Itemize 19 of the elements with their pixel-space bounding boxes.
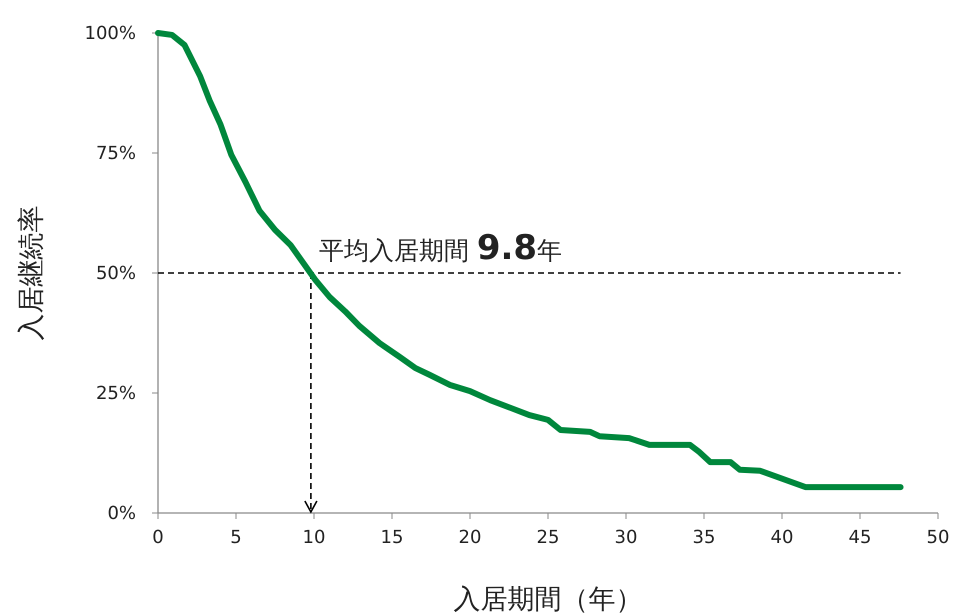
x-tick-label: 0	[152, 527, 164, 548]
x-tick-label: 30	[614, 527, 638, 548]
x-tick-label: 35	[692, 527, 716, 548]
x-tick-label: 25	[536, 527, 560, 548]
x-tick-label: 15	[380, 527, 404, 548]
x-tick-label: 20	[458, 527, 482, 548]
x-tick-label: 10	[302, 527, 326, 548]
annotation: 平均入居期間 9.8年	[318, 228, 562, 268]
y-axis-title: 入居継続率	[16, 206, 47, 340]
y-tick-label: 25%	[96, 383, 136, 404]
x-tick-label: 40	[770, 527, 794, 548]
y-tick-label: 50%	[96, 263, 136, 284]
x-axis-title: 入居期間（年）	[454, 584, 642, 613]
y-tick-label: 0%	[107, 503, 136, 524]
x-tick-label: 50	[926, 527, 950, 548]
y-tick-label: 100%	[84, 23, 136, 44]
x-tick-label: 5	[230, 527, 242, 548]
x-tick-label: 45	[848, 527, 872, 548]
y-tick-label: 75%	[96, 143, 136, 164]
